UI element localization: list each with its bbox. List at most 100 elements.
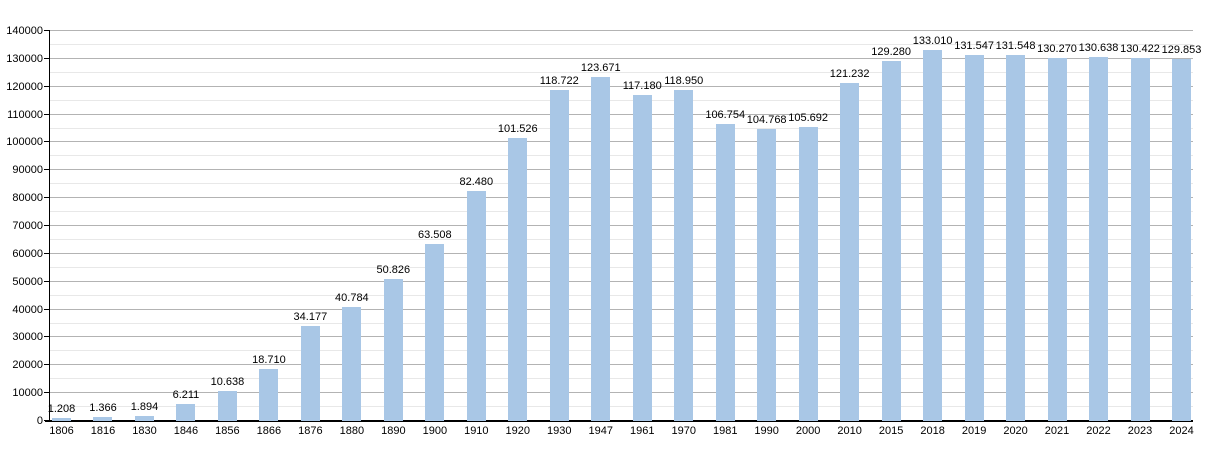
- y-axis-tick-label: 110000: [7, 108, 43, 121]
- bar: [176, 403, 196, 421]
- bar: [259, 368, 279, 421]
- y-axis-tick: [44, 420, 50, 421]
- bar-value-label: 10.638: [210, 376, 245, 389]
- x-axis-tick-label: 1816: [90, 425, 116, 437]
- bar: [93, 417, 113, 421]
- bar-value-label: 63.508: [418, 229, 452, 242]
- y-axis-tick: [44, 30, 50, 31]
- x-axis-tick-label: 2019: [961, 425, 987, 437]
- bar: [342, 307, 362, 421]
- bar: [798, 126, 818, 421]
- major-gridline: [50, 252, 1193, 254]
- minor-gridline: [50, 211, 1193, 213]
- x-axis-tick-label: 2022: [1086, 425, 1111, 437]
- y-axis-tick-label: 90000: [12, 164, 43, 177]
- x-axis-tick-label: 2010: [837, 425, 862, 437]
- bar: [549, 90, 569, 421]
- bar: [881, 60, 901, 421]
- y-axis-tick-label: 80000: [12, 192, 43, 205]
- y-axis-tick: [44, 392, 50, 394]
- x-axis-line: [45, 420, 1193, 422]
- y-axis-tick-label: 40000: [12, 303, 43, 316]
- bar-value-label: 129.853: [1161, 44, 1202, 57]
- minor-gridline: [50, 127, 1193, 129]
- bar-value-label: 117.180: [622, 79, 662, 92]
- y-axis-tick: [44, 336, 50, 338]
- bar-value-label: 104.768: [746, 114, 787, 127]
- y-axis-tick: [44, 57, 50, 59]
- bar-value-label: 6.211: [172, 388, 200, 401]
- bar-value-label: 118.722: [539, 75, 579, 88]
- y-axis-tick: [44, 225, 50, 226]
- bar: [1172, 59, 1191, 421]
- bar-value-label: 130.422: [1120, 42, 1160, 55]
- x-axis-tick-label: 2021: [1044, 425, 1070, 437]
- x-axis-tick-label: 1806: [49, 425, 74, 437]
- y-axis-tick-label: 0: [36, 415, 43, 427]
- x-axis-tick-label: 1961: [629, 425, 655, 437]
- bar: [508, 138, 528, 421]
- bar: [1047, 58, 1067, 421]
- minor-gridline: [50, 406, 1193, 408]
- y-axis-tick-label: 120000: [6, 80, 43, 93]
- bar: [840, 83, 860, 421]
- y-axis-tick-label: 50000: [12, 275, 43, 288]
- y-axis-tick-label: 30000: [12, 331, 43, 344]
- bar: [466, 191, 486, 421]
- y-axis-tick: [44, 141, 50, 143]
- major-gridline: [50, 280, 1193, 282]
- bar-value-label: 131.547: [954, 39, 994, 52]
- bar-value-label: 123.671: [580, 61, 621, 74]
- x-axis-tick-label: 1876: [298, 425, 323, 437]
- x-axis-tick-label: 2020: [1003, 425, 1028, 437]
- bar-value-label: 105.692: [788, 111, 829, 124]
- major-gridline: [50, 336, 1193, 338]
- bar-value-label: 50.826: [376, 264, 411, 277]
- bar-value-label: 130.270: [1037, 43, 1077, 56]
- minor-gridline: [50, 238, 1193, 240]
- bar-value-label: 101.526: [497, 123, 538, 136]
- y-axis-tick-labels: 0 10000 20000 30000 40000 50000 60000 70000 8000…: [0, 25, 43, 427]
- major-gridline: [50, 197, 1193, 199]
- bar: [383, 279, 403, 421]
- minor-gridline: [50, 183, 1193, 185]
- minor-gridline: [50, 43, 1193, 45]
- x-axis-tick-labels: 1806 1816 1830 1846 1856 1866 1876 1880 1890 1900…: [49, 425, 1193, 441]
- x-axis-tick-label: 1830: [132, 425, 157, 437]
- y-axis-tick: [44, 169, 50, 171]
- bar: [757, 129, 777, 421]
- y-axis-tick-label: 140000: [6, 25, 43, 37]
- y-axis-tick: [44, 364, 50, 366]
- y-axis-tick: [44, 197, 50, 199]
- bar: [1006, 54, 1026, 421]
- y-axis-tick: [44, 113, 50, 115]
- bar-value-label: 121.232: [829, 68, 870, 81]
- bar: [134, 415, 154, 421]
- x-axis-tick-label: 1910: [464, 425, 489, 437]
- y-axis-tick-label: 20000: [12, 359, 43, 372]
- bar-value-label: 130.638: [1078, 42, 1119, 55]
- x-axis-tick-label: 1866: [256, 425, 282, 437]
- minor-gridline: [50, 294, 1193, 296]
- major-gridline: [50, 85, 1193, 87]
- y-axis-tick: [44, 85, 50, 87]
- y-axis-tick: [44, 308, 50, 310]
- minor-gridline: [50, 266, 1193, 268]
- bar: [300, 325, 320, 421]
- bar-value-label: 1.366: [89, 402, 117, 415]
- bar-value-label: 40.784: [335, 292, 369, 305]
- major-gridline: [50, 30, 1193, 31]
- y-axis-tick-label: 100000: [6, 136, 43, 149]
- major-gridline: [50, 225, 1193, 226]
- x-axis-tick-label: 1900: [422, 425, 448, 437]
- y-axis-tick-label: 130000: [6, 52, 43, 65]
- bar: [217, 391, 237, 421]
- x-axis-tick-label: 1970: [671, 425, 696, 437]
- bar-value-label: 131.548: [995, 39, 1036, 52]
- x-axis-tick-label: 2000: [795, 425, 821, 437]
- minor-gridline: [50, 350, 1193, 352]
- y-axis-tick-label: 70000: [12, 220, 43, 232]
- bar: [591, 76, 611, 421]
- x-axis-tick-label: 1880: [339, 425, 365, 437]
- x-axis-tick-label: 2023: [1127, 425, 1153, 437]
